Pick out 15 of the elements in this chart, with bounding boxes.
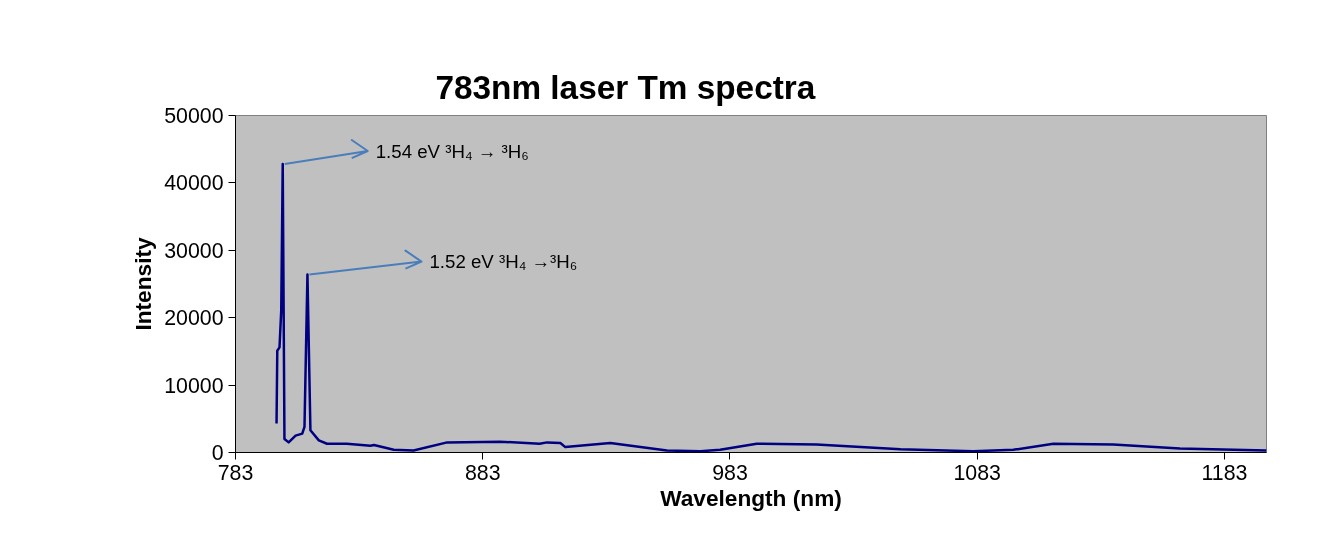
y-tick-label: 40000 (164, 171, 224, 196)
x-axis-title: Wavelength (nm) (660, 484, 842, 511)
x-tick-label: 983 (712, 460, 748, 485)
annotation: 1.54 eV ³H₄ → ³H₆ (375, 140, 529, 162)
annotation: 1.52 eV ³H₄ →³H₆ (429, 251, 578, 273)
y-tick-label: 50000 (164, 104, 224, 128)
x-tick-label: 1083 (953, 460, 1001, 485)
line-series (275, 162, 1267, 453)
y-axis-title: Intensity (130, 237, 157, 331)
y-tick-label: 10000 (164, 373, 224, 398)
x-tick-label: 883 (464, 460, 501, 485)
chart-title: 783nm laser Tm spectra (435, 68, 816, 106)
x-tick-label: 1183 (1201, 460, 1248, 485)
y-tick-label: 20000 (164, 306, 224, 331)
y-tick-label: 30000 (164, 238, 224, 263)
